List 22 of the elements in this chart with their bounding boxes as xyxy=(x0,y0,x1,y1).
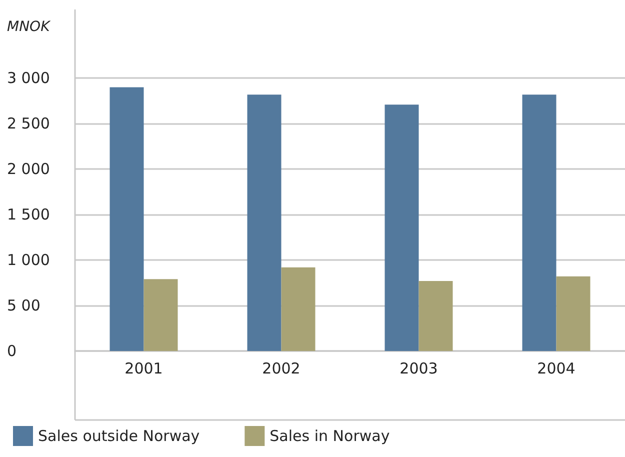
bar xyxy=(556,276,590,351)
bar xyxy=(418,280,453,351)
x-tick-label: 2002 xyxy=(262,360,300,378)
bar xyxy=(144,279,178,351)
bar xyxy=(247,94,282,351)
y-tick-label: 1 000 xyxy=(7,251,50,270)
y-tick-label: 2 500 xyxy=(7,114,50,133)
legend-label: Sales outside Norway xyxy=(38,427,200,445)
y-tick-label: 0 xyxy=(7,342,17,360)
y-tick-label: 3 000 xyxy=(7,69,50,88)
x-tick-label: 2004 xyxy=(537,360,576,378)
y-tick-label: 1 500 xyxy=(7,206,50,224)
y-tick-label: 5 00 xyxy=(7,296,40,315)
bar xyxy=(384,104,419,351)
legend-label: Sales in Norway xyxy=(270,427,390,445)
y-tick-label: 2 000 xyxy=(7,160,50,178)
bar xyxy=(110,87,144,351)
y-axis-title: MNOK xyxy=(7,19,52,35)
x-tick-label: 2003 xyxy=(400,360,438,378)
x-tick-label: 2001 xyxy=(124,360,163,378)
bar xyxy=(522,94,556,351)
bar xyxy=(281,267,316,351)
